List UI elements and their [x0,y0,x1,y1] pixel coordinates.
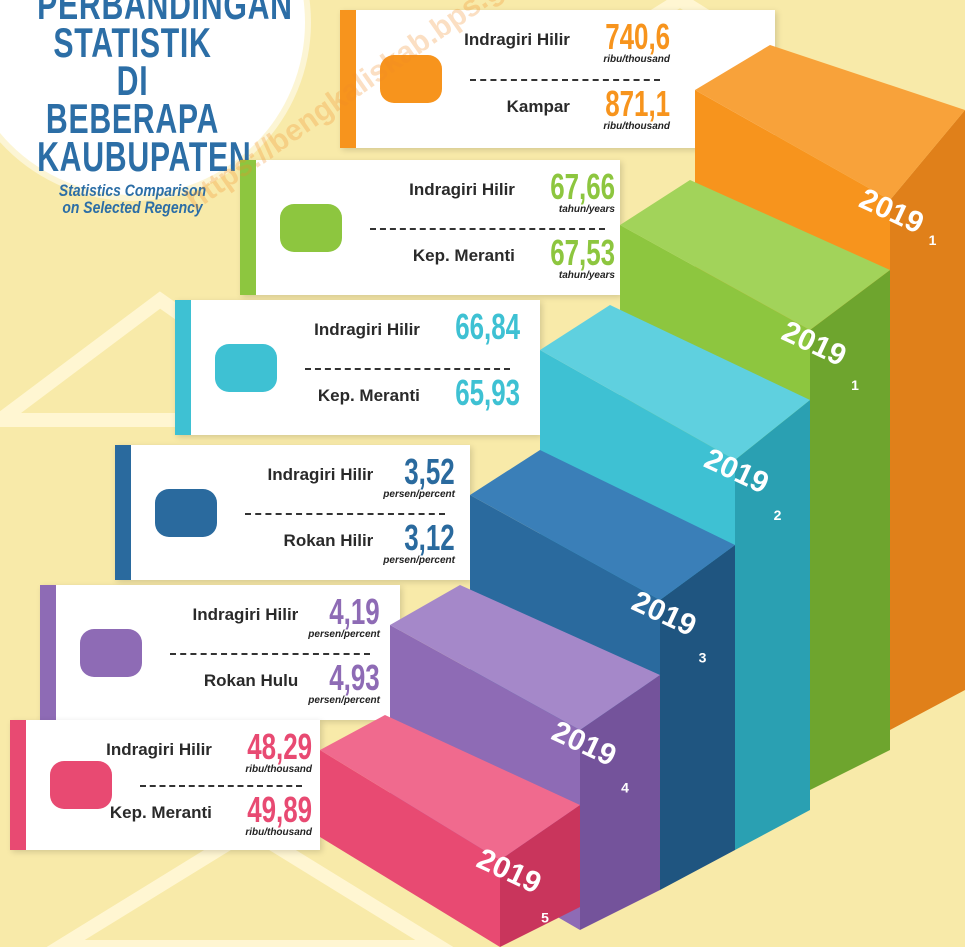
stat-value: 4,93 [329,656,380,698]
stat-panel: Indragiri Hilir 66,84 Kep. Meranti 65,93 [175,300,540,435]
region-name: Kep. Meranti [412,245,515,265]
panel-stripe [40,585,56,720]
panel-stripe [340,10,356,148]
stat-row: Indragiri Hilir 48,29 ribu/thousand [106,726,312,776]
value-box: 67,66 tahun/years [525,166,615,216]
panel-icon [50,761,112,809]
panel-stripe [10,720,26,850]
value-box: 3,12 persen/percent [383,516,455,566]
panel-icon [80,628,142,677]
divider [470,79,660,81]
region-name: Indragiri Hilir [409,180,515,199]
region-name: Kep. Meranti [317,385,420,405]
stat-row: Kep. Meranti 67,53 tahun/years [350,231,615,281]
stat-row: Kampar 871,1 ribu/thousand [450,83,670,133]
divider [305,367,510,370]
value-box: 48,29 ribu/thousand [222,726,312,776]
divider [170,652,370,655]
title-line: PERBANDINGAN [37,0,293,28]
stat-row: Indragiri Hilir 66,84 [285,306,520,347]
divider [370,227,605,230]
stat-value: 740,6 [605,16,670,57]
stat-unit: persen/percent [308,694,380,706]
value-box: 740,6 ribu/thousand [580,16,670,66]
stat-panel: Indragiri Hilir 48,29 ribu/thousand Kep. Me… [10,720,320,850]
title-line: STATISTIK [53,19,212,66]
stat-panel: Indragiri Hilir 3,52 persen/percent Rokan H… [115,445,470,580]
stat-row: Indragiri Hilir 3,52 persen/percent [225,451,456,501]
value-box: 4,93 persen/percent [308,656,380,706]
stat-row: Indragiri Hilir 67,66 tahun/years [350,166,615,216]
stat-panel: Indragiri Hilir 4,19 persen/percent Rokan H… [40,585,400,720]
stat-value: 67,53 [550,231,615,273]
title-line: DI BEBERAPA [45,57,220,142]
stat-unit: persen/percent [383,554,455,566]
stat-unit: ribu/thousand [603,121,670,132]
stat-unit: persen/percent [383,489,455,500]
subtitle-line: on Selected Regency [62,198,203,217]
region-name: Indragiri Hilir [106,740,212,759]
stat-row: Indragiri Hilir 4,19 persen/percent [150,591,381,641]
region-name: Kampar [506,97,570,116]
panel-stripe [240,160,256,295]
title-block: PERBANDINGAN STATISTIK DI BEBERAPA KAUBUPAT… [0,0,293,217]
region-name: Indragiri Hilir [464,30,570,49]
stat-unit: ribu/thousand [245,827,312,838]
value-box: 871,1 ribu/thousand [580,83,670,133]
stat-value: 65,93 [455,371,520,413]
value-box: 65,93 [430,371,520,413]
panel-icon [380,55,442,103]
stat-row: Rokan Hulu 4,93 persen/percent [150,656,380,706]
panel-stripe [175,300,191,435]
stat-value: 3,52 [404,451,455,492]
stat-unit: tahun/years [558,269,615,281]
panel-icon [280,203,342,252]
stat-row: Kep. Meranti 49,89 ribu/thousand [110,789,312,839]
region-name: Rokan Hulu [203,670,299,690]
region-name: Indragiri Hilir [192,605,299,624]
stat-unit: ribu/thousand [603,54,670,65]
region-name: Kep. Meranti [109,803,212,822]
region-name: Indragiri Hilir [314,320,420,339]
title-line: KAUBUPATEN [37,133,252,180]
stat-value: 4,19 [329,591,380,632]
panel-stripe [115,445,131,580]
stat-value: 66,84 [455,306,520,347]
stat-panel: Indragiri Hilir 67,66 tahun/years Kep. Mera… [240,160,620,295]
value-box: 66,84 [430,306,520,347]
panel-icon [155,488,217,537]
region-name: Rokan Hilir [283,530,374,550]
stat-unit: persen/percent [308,629,380,640]
stat-row: Rokan Hilir 3,12 persen/percent [225,516,455,566]
stat-value: 48,29 [247,726,312,767]
stat-value: 871,1 [605,83,670,124]
value-box: 49,89 ribu/thousand [222,789,312,839]
stat-value: 3,12 [404,516,455,558]
stat-unit: tahun/years [558,204,615,215]
stat-row: Kep. Meranti 65,93 [285,371,520,413]
region-name: Indragiri Hilir [267,465,374,484]
divider [140,785,302,787]
panel-icon [215,343,277,392]
divider [245,512,445,515]
stat-unit: ribu/thousand [245,764,312,775]
stat-value: 67,66 [550,166,615,207]
stat-row: Indragiri Hilir 740,6 ribu/thousand [450,16,670,66]
value-box: 4,19 persen/percent [308,591,380,641]
value-box: 67,53 tahun/years [525,231,615,281]
subtitle-line: Statistics Comparison [58,181,207,200]
value-box: 3,52 persen/percent [383,451,455,501]
stat-value: 49,89 [247,789,312,830]
